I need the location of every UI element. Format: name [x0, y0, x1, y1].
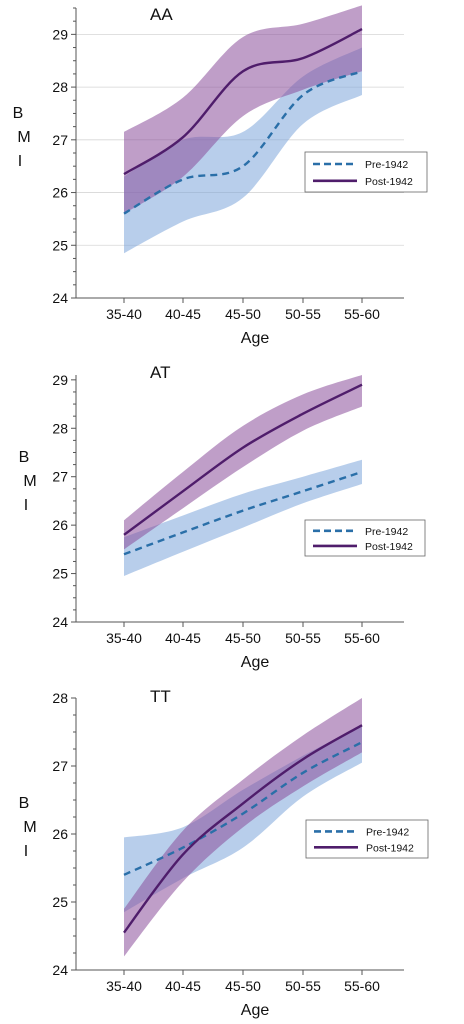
y-tick-label: 26 — [52, 185, 68, 201]
chart-panel-tt: 24 25 26 27 28 35-40 40-45 45-50 50-55 55-60 Age BM… — [19, 687, 429, 1019]
x-tick-label: 55-60 — [344, 978, 380, 994]
y-tick-label: 28 — [52, 690, 68, 706]
legend-label: Pre-1942 — [366, 826, 409, 838]
x-tick-label: 55-60 — [344, 630, 380, 646]
legend-box — [305, 819, 429, 859]
confidence-band-post-1942 — [124, 375, 362, 550]
y-axis-label-letter: I — [24, 497, 28, 514]
y-tick-label: 24 — [52, 614, 68, 630]
x-tick-label: 50-55 — [285, 978, 321, 994]
y-tick-label: 27 — [52, 758, 68, 774]
x-tick-label: 40-45 — [165, 306, 201, 322]
y-tick-label: 24 — [52, 962, 68, 978]
y-tick-label: 27 — [52, 132, 68, 148]
chart-title: AT — [150, 363, 170, 382]
y-tick-label: 25 — [52, 566, 68, 582]
legend: Pre-1942 Post-1942 — [304, 151, 428, 193]
legend-label: Pre-1942 — [365, 159, 408, 171]
x-tick-label: 50-55 — [285, 306, 321, 322]
legend-label: Post-1942 — [365, 541, 413, 553]
chart-title: AA — [150, 5, 173, 24]
y-axis-label-letter: M — [23, 819, 36, 836]
series-line-post-1942 — [123, 383, 363, 536]
x-tick-label: 40-45 — [165, 978, 201, 994]
series-line-pre-1942 — [123, 470, 363, 556]
confidence-band-pre-1942 — [124, 459, 362, 576]
legend: Pre-1942 Post-1942 — [304, 519, 426, 557]
y-tick-label: 25 — [52, 894, 68, 910]
series-line-post-1942 — [123, 28, 363, 176]
y-axis-label-letter: I — [18, 153, 22, 170]
y-axis-label-letter: M — [17, 129, 30, 146]
x-tick-label: 35-40 — [106, 978, 142, 994]
confidence-band-pre-1942 — [124, 47, 362, 254]
legend-box — [304, 151, 428, 193]
x-tick-label: 40-45 — [165, 630, 201, 646]
y-tick-label: 25 — [52, 237, 68, 253]
chart-panel-aa: 24 25 26 27 28 29 35-40 40-45 45-50 50-55 55-60 Age… — [13, 5, 428, 347]
y-axis-label-letter: B — [13, 105, 24, 122]
legend-label: Pre-1942 — [365, 526, 408, 538]
x-tick-label: 45-50 — [225, 630, 261, 646]
series-line-post-1942 — [123, 724, 363, 934]
x-tick-label: 45-50 — [225, 978, 261, 994]
y-tick-label: 29 — [52, 26, 68, 42]
x-axis-label: Age — [241, 654, 270, 671]
x-axis-label: Age — [241, 1002, 270, 1019]
y-tick-label: 29 — [52, 372, 68, 388]
x-tick-label: 35-40 — [106, 630, 142, 646]
x-tick-label: 55-60 — [344, 306, 380, 322]
x-tick-label: 45-50 — [225, 306, 261, 322]
y-tick-label: 27 — [52, 469, 68, 485]
confidence-band-post-1942 — [124, 698, 362, 957]
y-axis-label-letter: B — [19, 449, 30, 466]
legend-label: Post-1942 — [366, 842, 414, 854]
y-tick-label: 26 — [52, 517, 68, 533]
y-tick-label: 28 — [52, 79, 68, 95]
y-axis-label-letter: M — [23, 473, 36, 490]
series-line-pre-1942 — [123, 70, 363, 215]
y-axis-label-letter: I — [24, 843, 28, 860]
y-tick-label: 28 — [52, 420, 68, 436]
x-axis-label: Age — [241, 330, 270, 347]
chart-panel-at: 24 25 26 27 28 29 35-40 40-45 45-50 50-55 55-60 Age… — [19, 363, 426, 671]
x-tick-label: 35-40 — [106, 306, 142, 322]
y-axis-label-letter: B — [19, 795, 30, 812]
x-tick-label: 50-55 — [285, 630, 321, 646]
chart-title: TT — [150, 687, 171, 706]
y-tick-label: 26 — [52, 826, 68, 842]
legend-box — [304, 519, 426, 557]
series-line-pre-1942 — [123, 741, 363, 876]
legend: Pre-1942 Post-1942 — [305, 819, 429, 859]
y-tick-label: 24 — [52, 290, 68, 306]
legend-label: Post-1942 — [365, 176, 413, 188]
